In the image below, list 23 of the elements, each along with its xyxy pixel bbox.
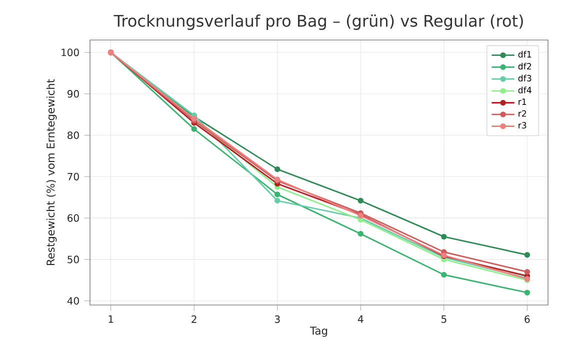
y-tick-label: 60 bbox=[68, 214, 79, 222]
y-tick-label: 90 bbox=[68, 90, 79, 98]
legend-label: r2 bbox=[518, 110, 526, 117]
legend-label: r3 bbox=[518, 122, 526, 129]
legend-label: df3 bbox=[518, 74, 532, 82]
y-tick-label: 80 bbox=[68, 131, 79, 140]
legend-label: df4 bbox=[518, 86, 532, 94]
y-axis-title: Restgewicht (%) vom Erntegewicht bbox=[46, 79, 57, 266]
y-tick-label: 50 bbox=[68, 256, 79, 264]
chart-title: Trocknungsverlauf pro Bag – (grün) vs Regular (rot) bbox=[114, 14, 523, 30]
x-tick-label: 5 bbox=[442, 315, 446, 323]
x-tick-label: 4 bbox=[358, 315, 364, 323]
x-tick-label: 2 bbox=[192, 315, 196, 323]
x-axis-title: Tag bbox=[310, 326, 328, 337]
x-tick-label: 1 bbox=[108, 315, 114, 323]
x-tick-label: 6 bbox=[524, 315, 530, 323]
x-tick-label: 3 bbox=[274, 315, 280, 323]
y-tick-label: 70 bbox=[68, 172, 79, 180]
y-tick-label: 100 bbox=[62, 48, 79, 56]
legend-label: df1 bbox=[518, 50, 532, 58]
legend-label: r1 bbox=[518, 98, 526, 105]
legend-label: df2 bbox=[518, 62, 532, 70]
y-tick-label: 40 bbox=[67, 297, 79, 305]
